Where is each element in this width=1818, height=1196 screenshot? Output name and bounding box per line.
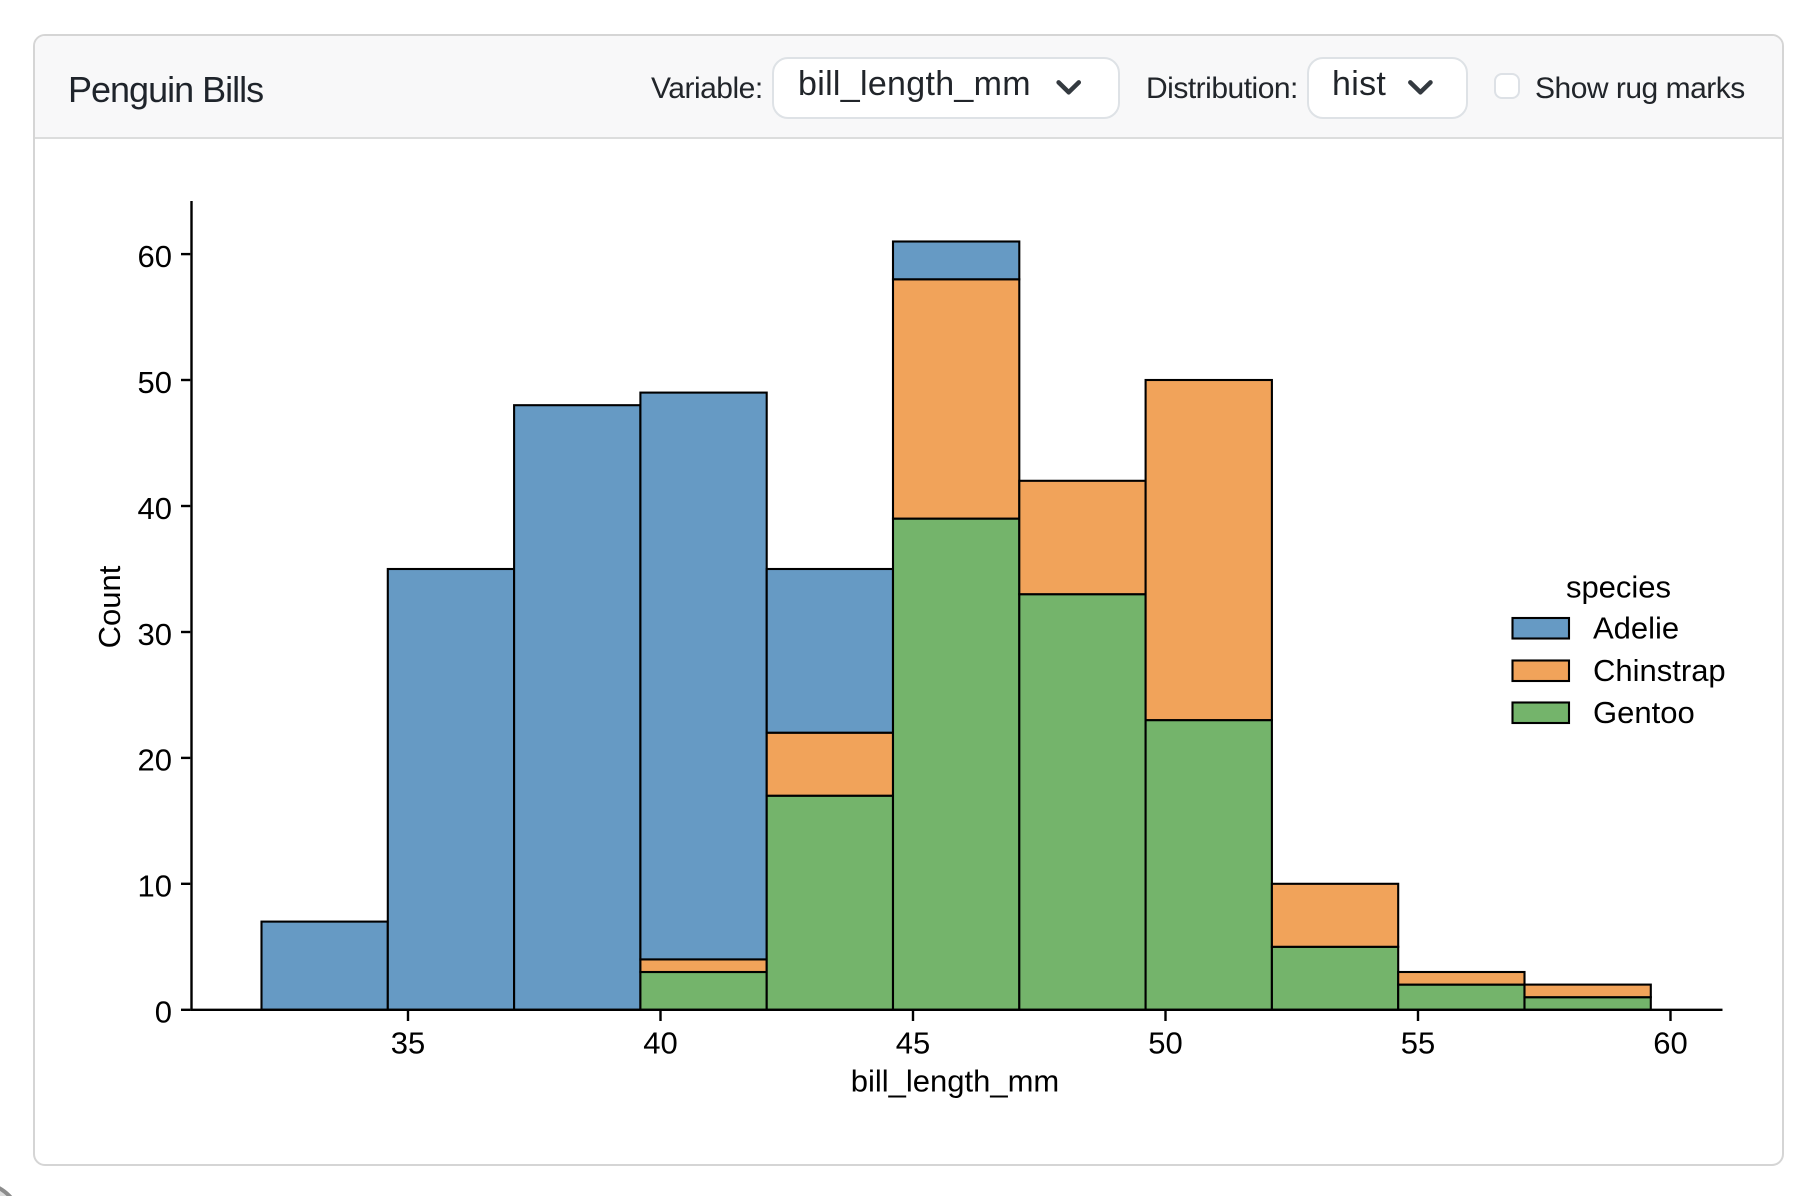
svg-text:bill_length_mm: bill_length_mm xyxy=(851,1064,1060,1099)
svg-text:40: 40 xyxy=(643,1026,677,1061)
svg-text:55: 55 xyxy=(1401,1026,1435,1061)
svg-text:species: species xyxy=(1566,570,1671,605)
svg-text:0: 0 xyxy=(155,995,172,1030)
svg-text:20: 20 xyxy=(138,743,172,778)
svg-text:50: 50 xyxy=(1148,1026,1182,1061)
svg-text:60: 60 xyxy=(138,239,172,274)
svg-text:60: 60 xyxy=(1653,1026,1687,1061)
svg-text:Chinstrap: Chinstrap xyxy=(1593,653,1726,688)
svg-text:Gentoo: Gentoo xyxy=(1593,695,1695,730)
svg-text:50: 50 xyxy=(138,365,172,400)
svg-text:40: 40 xyxy=(138,491,172,526)
svg-text:35: 35 xyxy=(391,1026,425,1061)
svg-text:45: 45 xyxy=(896,1026,930,1061)
svg-text:Count: Count xyxy=(92,565,127,648)
svg-text:Adelie: Adelie xyxy=(1593,611,1679,646)
svg-text:10: 10 xyxy=(138,869,172,904)
svg-text:30: 30 xyxy=(138,617,172,652)
